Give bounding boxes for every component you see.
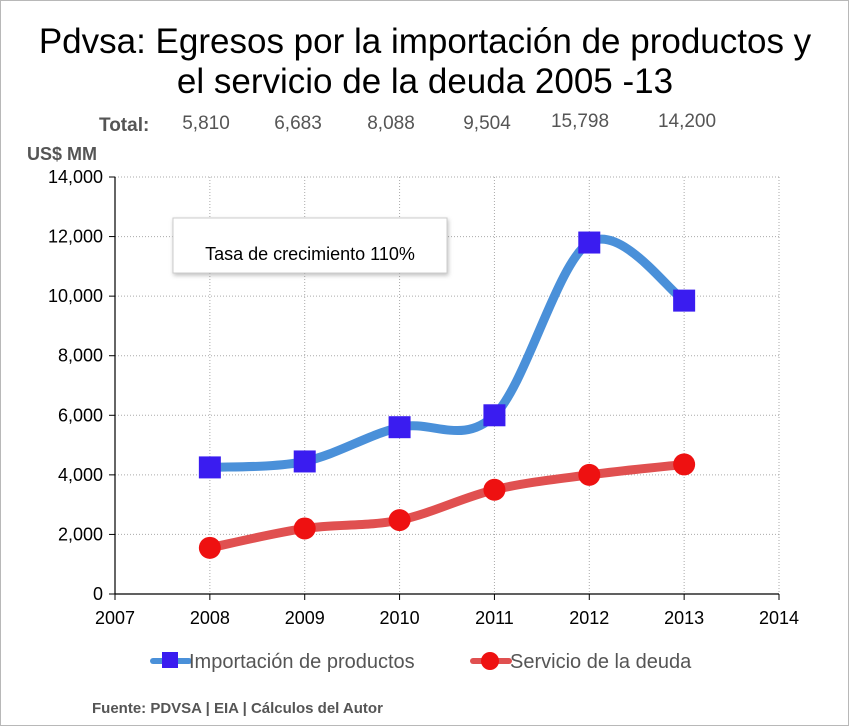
data-point-square	[578, 231, 601, 254]
series-importacion	[198, 231, 696, 479]
data-point-square	[198, 456, 221, 479]
legend-label-deuda: Servicio de la deuda	[510, 651, 692, 673]
y-tick-label: 4,000	[58, 465, 103, 485]
series-layer	[198, 231, 696, 559]
data-point-square	[293, 450, 316, 473]
y-tick-label: 0	[93, 584, 103, 604]
x-tick-label: 2011	[475, 608, 514, 628]
x-tick-label: 2013	[664, 608, 704, 628]
series-line	[205, 459, 689, 553]
x-tick-label: 2014	[759, 608, 799, 628]
data-point-circle	[673, 453, 696, 476]
total-2011: 9,504	[463, 113, 511, 134]
total-2010: 8,088	[367, 113, 415, 134]
y-unit-label: US$ MM	[27, 144, 97, 164]
x-tick-labels: 2007 2008 2009 2010 2011 2012 2013 2014	[95, 608, 799, 628]
x-tick-label: 2009	[285, 608, 325, 628]
y-tick-label: 8,000	[58, 346, 103, 366]
x-tick-label: 2008	[190, 608, 230, 628]
totals-label: Total:	[99, 115, 149, 136]
data-point-circle	[578, 463, 601, 486]
data-point-circle	[483, 478, 506, 501]
legend-marker-deuda	[481, 652, 499, 670]
legend-marker-importacion	[162, 652, 178, 668]
y-tick-label: 12,000	[48, 227, 103, 247]
y-tick-labels: 0 2,000 4,000 6,000 8,000 10,000 12,000 14,000	[48, 167, 103, 604]
legend-item-deuda: Servicio de la deuda	[470, 651, 692, 673]
data-point-circle	[293, 517, 316, 540]
annotation-box: Tasa de crecimiento 110%	[172, 217, 448, 274]
axes	[109, 176, 780, 600]
annotation-text: Tasa de crecimiento 110%	[205, 244, 415, 264]
total-2012: 15,798	[551, 111, 609, 132]
total-2009: 6,683	[274, 113, 322, 134]
legend-label-importacion: Importación de productos	[189, 651, 415, 673]
x-tick-label: 2012	[569, 608, 609, 628]
y-tick-label: 6,000	[58, 405, 103, 425]
data-point-circle	[388, 509, 411, 532]
legend: Importación de productos Servicio de la …	[150, 651, 692, 673]
y-tick-label: 10,000	[48, 286, 103, 306]
chart-title-line1: Pdvsa: Egresos por la importación de pro…	[39, 22, 812, 61]
data-point-square	[388, 416, 411, 439]
series-deuda	[198, 453, 696, 559]
total-2013: 14,200	[658, 111, 716, 132]
total-2008: 5,810	[182, 113, 230, 134]
x-tick-label: 2007	[95, 608, 135, 628]
source-note: Fuente: PDVSA | EIA | Cálculos del Autor	[92, 700, 383, 717]
y-tick-label: 2,000	[58, 524, 103, 544]
data-point-square	[673, 289, 696, 312]
legend-item-importacion: Importación de productos	[150, 651, 415, 673]
data-point-circle	[198, 536, 221, 559]
chart-title-line2: el servicio de la deuda 2005 -13	[177, 62, 673, 101]
y-tick-label: 14,000	[48, 167, 103, 187]
data-point-square	[483, 404, 506, 427]
x-tick-label: 2010	[380, 608, 420, 628]
